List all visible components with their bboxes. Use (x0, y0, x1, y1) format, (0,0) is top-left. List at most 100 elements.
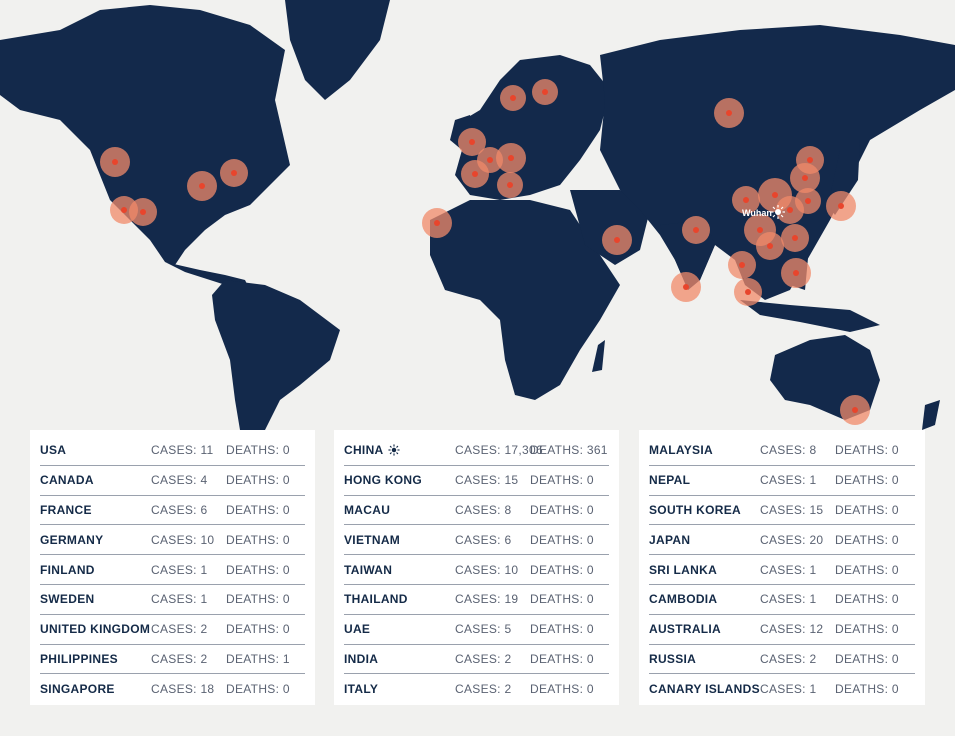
country-name: VIETNAM (344, 532, 401, 547)
cases-count: CASES: 1 (760, 473, 817, 488)
country-name: MACAU (344, 502, 391, 517)
deaths-count: DEATHS: 361 (530, 443, 608, 458)
case-marker-dot (121, 207, 127, 213)
deaths-count: DEATHS: 0 (835, 562, 899, 577)
country-name: CAMBODIA (649, 592, 718, 607)
table-row: ITALY CASES: 2 DEATHS: 0 (344, 674, 609, 704)
cases-count: CASES: 1 (151, 592, 208, 607)
cases-count: CASES: 1 (760, 592, 817, 607)
cases-count: CASES: 11 (151, 443, 214, 458)
country-name: CANADA (40, 473, 94, 488)
case-marker-dot (469, 139, 475, 145)
case-marker-dot (507, 182, 513, 188)
deaths-count: DEATHS: 0 (530, 562, 594, 577)
madagascar (592, 340, 605, 372)
case-marker-dot (683, 284, 689, 290)
indonesia (740, 300, 880, 332)
deaths-count: DEATHS: 0 (226, 682, 290, 697)
cases-count: CASES: 15 (455, 473, 519, 488)
cases-count: CASES: 17,306 (455, 443, 543, 458)
deaths-count: DEATHS: 0 (530, 622, 594, 637)
cases-count: CASES: 2 (151, 622, 208, 637)
case-marker-dot (140, 209, 146, 215)
deaths-count: DEATHS: 0 (835, 651, 899, 666)
deaths-count: DEATHS: 0 (530, 592, 594, 607)
cases-count: CASES: 10 (151, 532, 215, 547)
table-row: HONG KONG CASES: 15 DEATHS: 0 (344, 466, 609, 496)
case-marker-dot (739, 262, 745, 268)
origin-sun-icon (387, 444, 400, 456)
case-marker-dot (231, 170, 237, 176)
deaths-count: DEATHS: 0 (835, 682, 899, 697)
cases-count: CASES: 18 (151, 682, 215, 697)
country-name: THAILAND (344, 592, 408, 607)
table-row: FINLAND CASES: 1 DEATHS: 0 (40, 555, 305, 585)
deaths-count: DEATHS: 0 (835, 473, 899, 488)
table-row: SOUTH KOREA CASES: 15 DEATHS: 0 (649, 496, 915, 526)
country-name: AUSTRALIA (649, 622, 722, 637)
deaths-count: DEATHS: 0 (835, 532, 899, 547)
case-marker-dot (805, 198, 811, 204)
table-row: CANARY ISLANDS CASES: 1 DEATHS: 0 (649, 674, 915, 704)
cases-count: CASES: 5 (455, 622, 512, 637)
case-marker-dot (792, 235, 798, 241)
case-markers (100, 79, 870, 425)
wuhan-label: Wuhan (742, 208, 772, 218)
deaths-count: DEATHS: 0 (226, 473, 290, 488)
case-marker-dot (757, 227, 763, 233)
deaths-count: DEATHS: 0 (226, 502, 290, 517)
world-map: Wuhan (0, 0, 955, 430)
deaths-count: DEATHS: 1 (226, 651, 290, 666)
table-row: SWEDEN CASES: 1 DEATHS: 0 (40, 585, 305, 615)
case-marker-dot (693, 227, 699, 233)
table-row: VIETNAM CASES: 6 DEATHS: 0 (344, 525, 609, 556)
deaths-count: DEATHS: 0 (835, 443, 899, 458)
new-zealand (922, 400, 940, 430)
table-row: SINGAPORE CASES: 18 DEATHS: 0 (40, 674, 305, 704)
cases-count: CASES: 1 (760, 682, 817, 697)
deaths-count: DEATHS: 0 (226, 622, 290, 637)
case-table-3: MALAYSIA CASES: 8 DEATHS: 0 NEPAL CASES: 1 DE… (639, 430, 925, 705)
country-name: INDIA (344, 651, 379, 666)
wuhan-sun-icon (771, 205, 785, 219)
case-marker-dot (112, 159, 118, 165)
table-row: TAIWAN CASES: 10 DEATHS: 0 (344, 555, 609, 585)
table-row: UAE CASES: 5 DEATHS: 0 (344, 615, 609, 645)
cases-count: CASES: 2 (455, 682, 512, 697)
table-row: NEPAL CASES: 1 DEATHS: 0 (649, 466, 915, 496)
country-name: UAE (344, 622, 371, 637)
country-name: RUSSIA (649, 651, 697, 666)
deaths-count: DEATHS: 0 (835, 622, 899, 637)
country-name: MALAYSIA (649, 443, 713, 458)
country-name: PHILIPPINES (40, 651, 118, 666)
cases-count: CASES: 4 (151, 473, 208, 488)
africa (430, 200, 620, 400)
table-row: MALAYSIA CASES: 8 DEATHS: 0 (649, 436, 915, 466)
case-marker-dot (852, 407, 858, 413)
case-marker-dot (838, 203, 844, 209)
table-row: RUSSIA CASES: 2 DEATHS: 0 (649, 645, 915, 675)
cases-count: CASES: 2 (151, 651, 208, 666)
country-name: ITALY (344, 682, 379, 697)
table-row: PHILIPPINES CASES: 2 DEATHS: 1 (40, 645, 305, 675)
deaths-count: DEATHS: 0 (835, 502, 899, 517)
greenland (285, 0, 390, 100)
cases-count: CASES: 15 (760, 502, 824, 517)
country-name: SOUTH KOREA (649, 502, 741, 517)
country-name: CHINA (344, 443, 455, 457)
case-marker-dot (767, 243, 773, 249)
table-row: GERMANY CASES: 10 DEATHS: 0 (40, 525, 305, 556)
case-marker-dot (726, 110, 732, 116)
case-marker-dot (787, 207, 793, 213)
deaths-count: DEATHS: 0 (530, 502, 594, 517)
case-marker-dot (542, 89, 548, 95)
country-name: FINLAND (40, 562, 95, 577)
cases-count: CASES: 8 (455, 502, 512, 517)
country-name: TAIWAN (344, 562, 393, 577)
table-row: USA CASES: 11 DEATHS: 0 (40, 436, 305, 466)
case-table-1: USA CASES: 11 DEATHS: 0 CANADA CASES: 4 DEATH… (30, 430, 315, 705)
cases-count: CASES: 6 (455, 532, 512, 547)
cases-count: CASES: 6 (151, 502, 208, 517)
table-row: FRANCE CASES: 6 DEATHS: 0 (40, 496, 305, 526)
case-marker-dot (510, 95, 516, 101)
